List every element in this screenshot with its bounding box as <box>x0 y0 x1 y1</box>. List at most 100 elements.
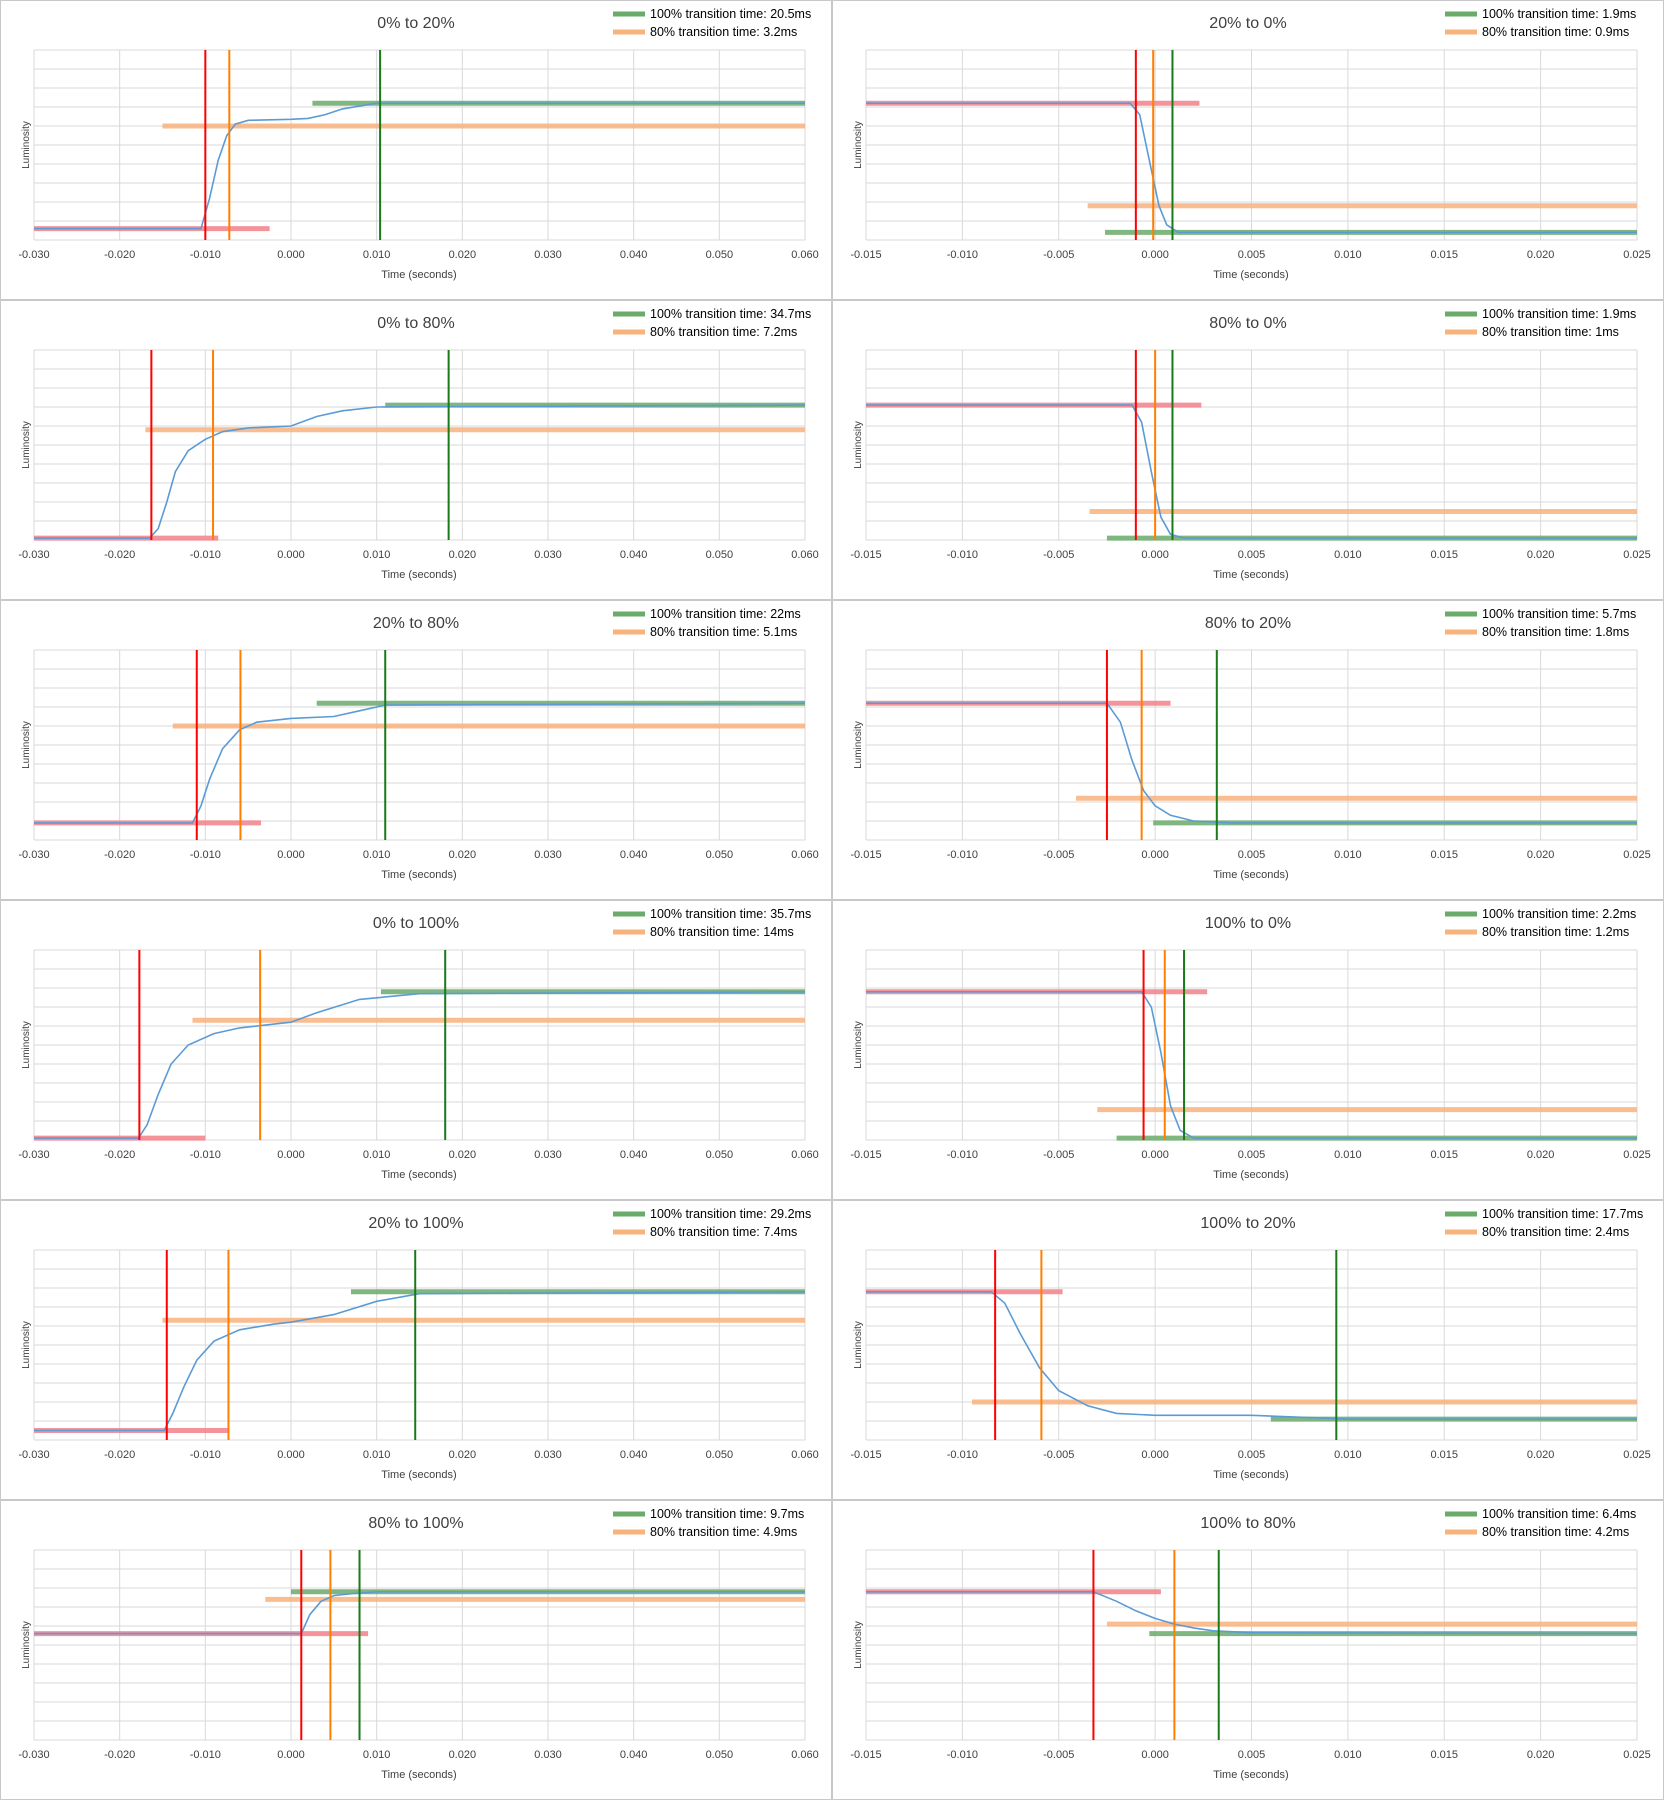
x-tick-label: -0.010 <box>947 1749 978 1761</box>
x-tick-label: -0.015 <box>850 1149 881 1161</box>
y-axis-label: Luminosity <box>21 1021 32 1069</box>
x-tick-label: -0.010 <box>190 1749 221 1761</box>
x-tick-label: -0.020 <box>104 1149 135 1161</box>
y-axis-label: Luminosity <box>853 1021 864 1069</box>
y-axis-label: Luminosity <box>21 1621 32 1669</box>
x-tick-label: 0.000 <box>1141 249 1169 261</box>
luminosity-curve <box>866 1591 1638 1635</box>
x-tick-label: 0.000 <box>1141 549 1169 561</box>
chart-title: 0% to 100% <box>373 915 459 932</box>
legend-label: 100% transition time: 17.7ms <box>1482 1207 1643 1221</box>
legend-label: 80% transition time: 4.9ms <box>650 1525 797 1539</box>
x-tick-label: 0.040 <box>620 1149 648 1161</box>
chart-panel: -0.030 -0.020 -0.010 0.000 0.010 0.020 0.030 0.… <box>0 0 832 300</box>
chart-title: 80% to 20% <box>1205 615 1291 632</box>
x-tick-label: -0.020 <box>104 1449 135 1461</box>
x-tick-label: 0.020 <box>1527 849 1555 861</box>
x-tick-label: -0.010 <box>947 1149 978 1161</box>
x-tick-label: 0.010 <box>1334 849 1362 861</box>
x-tick-label: -0.010 <box>190 549 221 561</box>
x-tick-label: 0.000 <box>277 1749 305 1761</box>
y-axis-label: Luminosity <box>21 1321 32 1369</box>
chart-title: 80% to 100% <box>368 1515 463 1532</box>
x-tick-label: 0.060 <box>791 1149 819 1161</box>
chart-title: 20% to 0% <box>1209 15 1286 32</box>
x-tick-label: -0.010 <box>190 249 221 261</box>
x-tick-label: 0.020 <box>449 1149 477 1161</box>
x-tick-label: 0.005 <box>1238 1449 1266 1461</box>
x-axis-label: Time (seconds) <box>1213 1169 1288 1181</box>
chart-title: 80% to 0% <box>1209 315 1286 332</box>
legend-label: 100% transition time: 1.9ms <box>1482 307 1636 321</box>
x-tick-label: -0.015 <box>850 1449 881 1461</box>
x-tick-label: -0.010 <box>190 849 221 861</box>
x-tick-label: 0.000 <box>1141 849 1169 861</box>
x-tick-label: 0.000 <box>1141 1749 1169 1761</box>
x-tick-label: 0.015 <box>1430 1149 1458 1161</box>
x-tick-label: -0.030 <box>18 849 49 861</box>
x-tick-label: 0.010 <box>1334 549 1362 561</box>
x-tick-label: -0.020 <box>104 549 135 561</box>
y-axis-label: Luminosity <box>853 721 864 769</box>
x-tick-label: 0.040 <box>620 1749 648 1761</box>
chart-title: 100% to 80% <box>1200 1515 1295 1532</box>
x-tick-label: 0.025 <box>1623 549 1651 561</box>
chart-title: 0% to 20% <box>377 15 454 32</box>
x-tick-label: 0.015 <box>1430 849 1458 861</box>
x-tick-label: 0.020 <box>1527 1149 1555 1161</box>
x-tick-label: 0.015 <box>1430 1449 1458 1461</box>
x-tick-label: 0.015 <box>1430 249 1458 261</box>
legend-label: 80% transition time: 7.2ms <box>650 325 797 339</box>
x-tick-label: 0.010 <box>1334 1749 1362 1761</box>
luminosity-curve <box>866 1291 1637 1420</box>
x-tick-label: 0.050 <box>706 1749 734 1761</box>
x-tick-label: 0.020 <box>449 849 477 861</box>
chart-title: 100% to 0% <box>1205 915 1291 932</box>
legend-label: 80% transition time: 4.2ms <box>1482 1525 1629 1539</box>
chart-panel: -0.015 -0.010 -0.005 0.000 0.005 0.010 0.015 0.… <box>832 1200 1664 1500</box>
x-tick-label: -0.030 <box>18 1749 49 1761</box>
legend-label: 100% transition time: 34.7ms <box>650 307 811 321</box>
legend-label: 80% transition time: 3.2ms <box>650 25 797 39</box>
x-tick-label: -0.010 <box>947 1449 978 1461</box>
x-tick-label: -0.005 <box>1043 249 1074 261</box>
y-axis-label: Luminosity <box>853 121 864 169</box>
x-axis-label: Time (seconds) <box>1213 269 1288 281</box>
x-tick-label: -0.030 <box>18 249 49 261</box>
x-tick-label: 0.060 <box>791 249 819 261</box>
x-tick-label: -0.010 <box>947 249 978 261</box>
x-axis-label: Time (seconds) <box>381 1769 456 1781</box>
x-tick-label: -0.005 <box>1043 1149 1074 1161</box>
x-tick-label: 0.000 <box>1141 1149 1169 1161</box>
x-tick-label: -0.005 <box>1043 1749 1074 1761</box>
y-axis-label: Luminosity <box>21 121 32 169</box>
luminosity-curve <box>34 102 805 230</box>
x-tick-label: 0.025 <box>1623 249 1651 261</box>
x-tick-label: 0.010 <box>363 1449 391 1461</box>
chart-panel: -0.015 -0.010 -0.005 0.000 0.005 0.010 0.015 0.… <box>832 0 1664 300</box>
x-tick-label: 0.015 <box>1430 549 1458 561</box>
chart-panel: -0.030 -0.020 -0.010 0.000 0.010 0.020 0.030 0.… <box>0 1200 832 1500</box>
x-tick-label: 0.030 <box>534 1449 562 1461</box>
legend-label: 100% transition time: 5.7ms <box>1482 607 1636 621</box>
x-tick-label: 0.030 <box>534 1749 562 1761</box>
x-tick-label: 0.000 <box>277 549 305 561</box>
y-axis-label: Luminosity <box>21 421 32 469</box>
x-tick-label: 0.040 <box>620 849 648 861</box>
x-tick-label: 0.030 <box>534 849 562 861</box>
x-tick-label: 0.060 <box>791 1449 819 1461</box>
x-axis-label: Time (seconds) <box>1213 869 1288 881</box>
x-tick-label: 0.000 <box>277 1149 305 1161</box>
x-tick-label: 0.060 <box>791 549 819 561</box>
legend-label: 80% transition time: 1.8ms <box>1482 625 1629 639</box>
x-tick-label: -0.010 <box>947 549 978 561</box>
x-tick-label: 0.050 <box>706 249 734 261</box>
x-tick-label: 0.015 <box>1430 1749 1458 1761</box>
x-tick-label: -0.015 <box>850 1749 881 1761</box>
x-tick-label: 0.005 <box>1238 549 1266 561</box>
legend-label: 100% transition time: 6.4ms <box>1482 1507 1636 1521</box>
chart-panel: -0.015 -0.010 -0.005 0.000 0.005 0.010 0.015 0.… <box>832 600 1664 900</box>
luminosity-curve <box>34 991 806 1139</box>
x-tick-label: 0.025 <box>1623 1149 1651 1161</box>
